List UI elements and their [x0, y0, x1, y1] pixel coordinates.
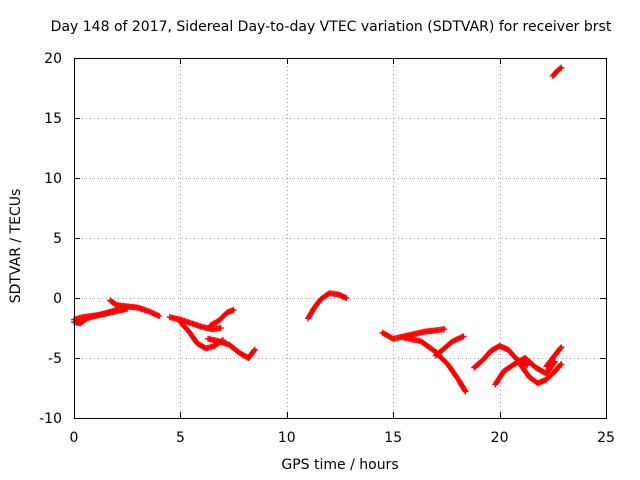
x-axis-label: GPS time / hours — [281, 457, 399, 473]
y-tick-label: 5 — [53, 231, 62, 247]
data-point — [557, 362, 564, 369]
x-tick-label: 0 — [70, 430, 79, 446]
data-point — [558, 361, 565, 367]
x-tick-label: 15 — [384, 430, 402, 446]
x-tick-label: 5 — [176, 430, 185, 446]
series-arc-5 — [207, 307, 237, 329]
series-arc-3 — [107, 297, 163, 319]
data-point — [462, 388, 469, 395]
y-tick-label: -10 — [39, 411, 62, 427]
data-point — [230, 307, 237, 313]
data-point — [557, 345, 564, 352]
data-point — [217, 325, 224, 331]
series-arc-14 — [517, 361, 565, 387]
series-arc-15 — [543, 344, 565, 370]
y-axis-label: SDTVAR / TECUs — [8, 188, 24, 304]
series-arc-9 — [379, 326, 448, 342]
data-point — [251, 347, 258, 354]
data-point — [441, 326, 448, 333]
series-arc-8 — [305, 290, 350, 322]
series-arc-11 — [432, 333, 467, 359]
data-point — [343, 295, 350, 301]
series-arc-16 — [549, 64, 565, 79]
series-arc-13 — [492, 355, 558, 388]
x-tick-label: 25 — [597, 430, 615, 446]
y-tick-label: 0 — [53, 291, 62, 307]
data-point — [461, 387, 468, 394]
x-tick-label: 10 — [278, 430, 296, 446]
data-series — [71, 64, 565, 395]
series-arc-12 — [471, 343, 531, 371]
series-arc-10 — [400, 334, 469, 395]
data-point — [558, 64, 565, 71]
data-point — [156, 313, 163, 319]
data-point — [460, 333, 467, 340]
grid-lines — [74, 58, 606, 418]
x-tick-label: 20 — [491, 430, 509, 446]
data-point — [523, 361, 530, 368]
y-tick-label: 15 — [44, 111, 62, 127]
y-tick-labels: -10 -5 0 5 10 15 20 — [39, 51, 62, 427]
data-point — [558, 344, 565, 351]
data-point — [251, 346, 258, 353]
series-arc-2 — [71, 307, 120, 323]
chart-title: Day 148 of 2017, Sidereal Day-to-day VTE… — [50, 19, 612, 35]
x-tick-labels: 0 5 10 15 20 25 — [70, 430, 615, 446]
y-tick-label: -5 — [48, 351, 62, 367]
data-point — [557, 65, 564, 72]
y-tick-label: 20 — [44, 51, 62, 67]
data-point — [524, 362, 531, 369]
series-arc-7 — [205, 335, 258, 361]
axis-ticks — [74, 58, 607, 419]
y-tick-label: 10 — [44, 171, 62, 187]
